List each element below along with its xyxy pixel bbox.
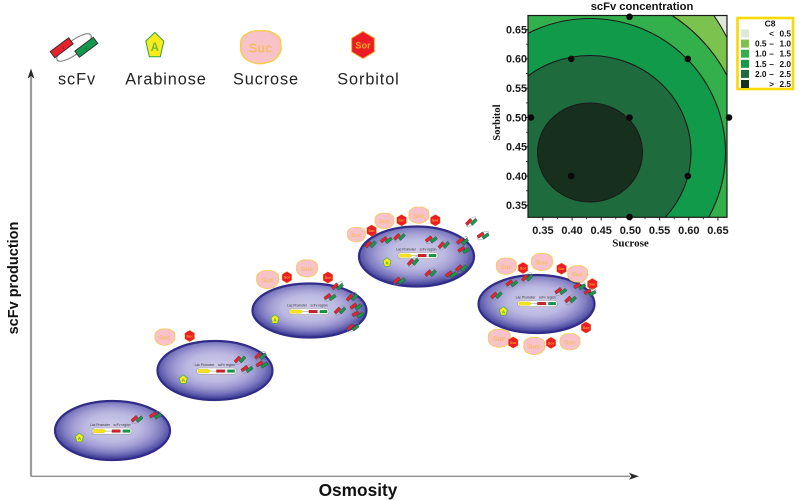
svg-text:scFv: scFv [58, 71, 96, 89]
svg-text:V: V [60, 45, 65, 51]
svg-text:2.5: 2.5 [779, 79, 791, 89]
svg-text:0.40: 0.40 [506, 171, 527, 183]
svg-text:Sorbitol: Sorbitol [337, 71, 399, 89]
svg-text:V: V [83, 46, 88, 52]
svg-text:1.0: 1.0 [779, 39, 791, 49]
svg-text:0.45: 0.45 [590, 225, 611, 237]
svg-text:0.35: 0.35 [532, 225, 553, 237]
svg-text:>: > [769, 79, 774, 89]
svg-text:Sucrose: Sucrose [233, 71, 299, 89]
svg-text:1.5: 1.5 [779, 49, 791, 59]
svg-text:Osmosity: Osmosity [319, 480, 398, 500]
svg-text:0.65: 0.65 [506, 24, 527, 36]
svg-text:Sucrose: Sucrose [612, 238, 649, 250]
svg-text:–: – [769, 59, 774, 69]
svg-text:0.45: 0.45 [506, 142, 527, 154]
svg-text:–: – [769, 69, 774, 79]
svg-text:–: – [769, 49, 774, 59]
svg-text:0.50: 0.50 [506, 112, 527, 124]
svg-text:<: < [769, 29, 774, 39]
svg-text:2.5: 2.5 [779, 69, 791, 79]
svg-text:Arabinose: Arabinose [125, 71, 206, 89]
svg-text:–: – [769, 39, 774, 49]
svg-text:0.5: 0.5 [779, 29, 791, 39]
svg-text:2.0: 2.0 [779, 59, 791, 69]
svg-text:0.60: 0.60 [678, 225, 699, 237]
svg-text:0.5: 0.5 [755, 39, 767, 49]
svg-text:0.40: 0.40 [561, 225, 582, 237]
svg-text:0.65: 0.65 [707, 225, 728, 237]
svg-text:scFv concentration: scFv concentration [591, 1, 694, 13]
svg-text:0.60: 0.60 [506, 54, 527, 66]
svg-text:0.50: 0.50 [620, 225, 641, 237]
svg-text:0.55: 0.55 [649, 225, 670, 237]
svg-text:0.35: 0.35 [506, 200, 527, 212]
svg-text:1.5: 1.5 [755, 59, 767, 69]
svg-text:C8: C8 [765, 19, 776, 29]
svg-text:scFv production: scFv production [6, 222, 22, 335]
svg-text:0.55: 0.55 [506, 83, 527, 95]
svg-text:A: A [151, 42, 159, 54]
svg-text:2.0: 2.0 [755, 69, 767, 79]
svg-text:1.0: 1.0 [755, 49, 767, 59]
svg-text:Sorbitol: Sorbitol [492, 104, 503, 140]
